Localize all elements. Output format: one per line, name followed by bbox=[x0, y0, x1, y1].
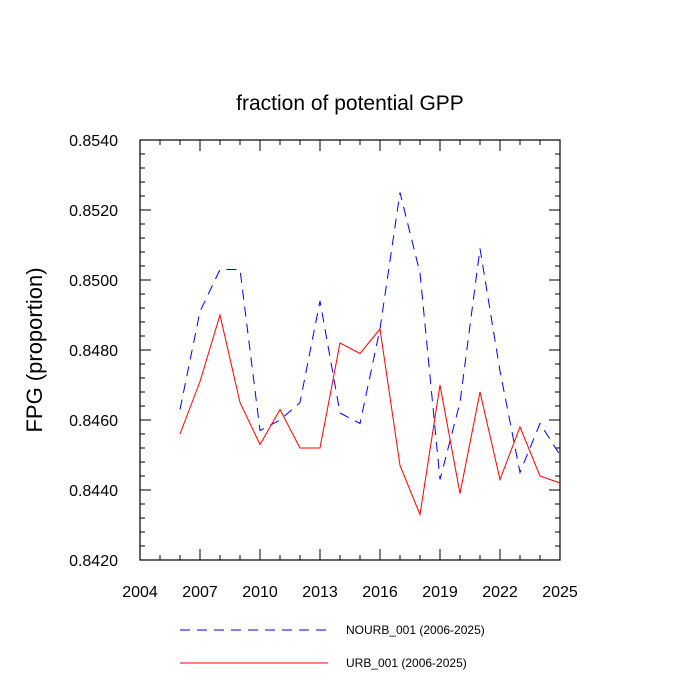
y-tick-labels: 0.8420 0.8440 0.8460 0.8480 0.8500 0.8520 0.85… bbox=[69, 133, 118, 570]
legend-label-urb: URB_001 (2006-2025) bbox=[346, 656, 467, 670]
series-lines bbox=[179, 192, 561, 517]
x-tick-label: 2010 bbox=[242, 584, 278, 601]
x-tick-label: 2022 bbox=[482, 584, 518, 601]
legend-label-nourb: NOURB_001 (2006-2025) bbox=[346, 623, 485, 637]
y-axis-label: FPG (proportion) bbox=[22, 267, 47, 432]
x-tick-label: 2007 bbox=[182, 584, 218, 601]
x-tick-label: 2025 bbox=[542, 584, 578, 601]
axis-ticks bbox=[139, 139, 561, 561]
legend: NOURB_001 (2006-2025) URB_001 (2006-2025… bbox=[180, 623, 485, 670]
y-tick-label: 0.8440 bbox=[69, 483, 118, 500]
y-tick-label: 0.8500 bbox=[69, 273, 118, 290]
y-tick-label: 0.8420 bbox=[69, 553, 118, 570]
x-tick-label: 2016 bbox=[362, 584, 398, 601]
y-tick-label: 0.8520 bbox=[69, 203, 118, 220]
y-tick-label: 0.8540 bbox=[69, 133, 118, 150]
y-tick-label: 0.8460 bbox=[69, 413, 118, 430]
x-tick-label: 2013 bbox=[302, 584, 338, 601]
x-tick-labels: 2004 2007 2010 2013 2016 2019 2022 2025 bbox=[122, 584, 578, 601]
y-tick-label: 0.8480 bbox=[69, 343, 118, 360]
series-line-nourb bbox=[179, 192, 561, 480]
series-line-urb bbox=[179, 313, 561, 517]
chart-title: fraction of potential GPP bbox=[236, 92, 464, 115]
x-tick-label: 2004 bbox=[122, 584, 158, 601]
x-tick-label: 2019 bbox=[422, 584, 458, 601]
